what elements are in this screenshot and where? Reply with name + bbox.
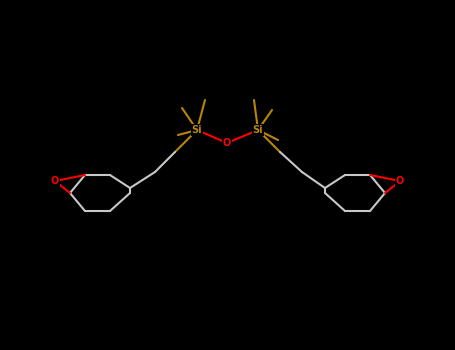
Text: O: O (223, 138, 231, 148)
Text: O: O (51, 176, 59, 186)
Text: Si: Si (253, 125, 263, 135)
Text: Si: Si (192, 125, 202, 135)
Text: O: O (396, 176, 404, 186)
